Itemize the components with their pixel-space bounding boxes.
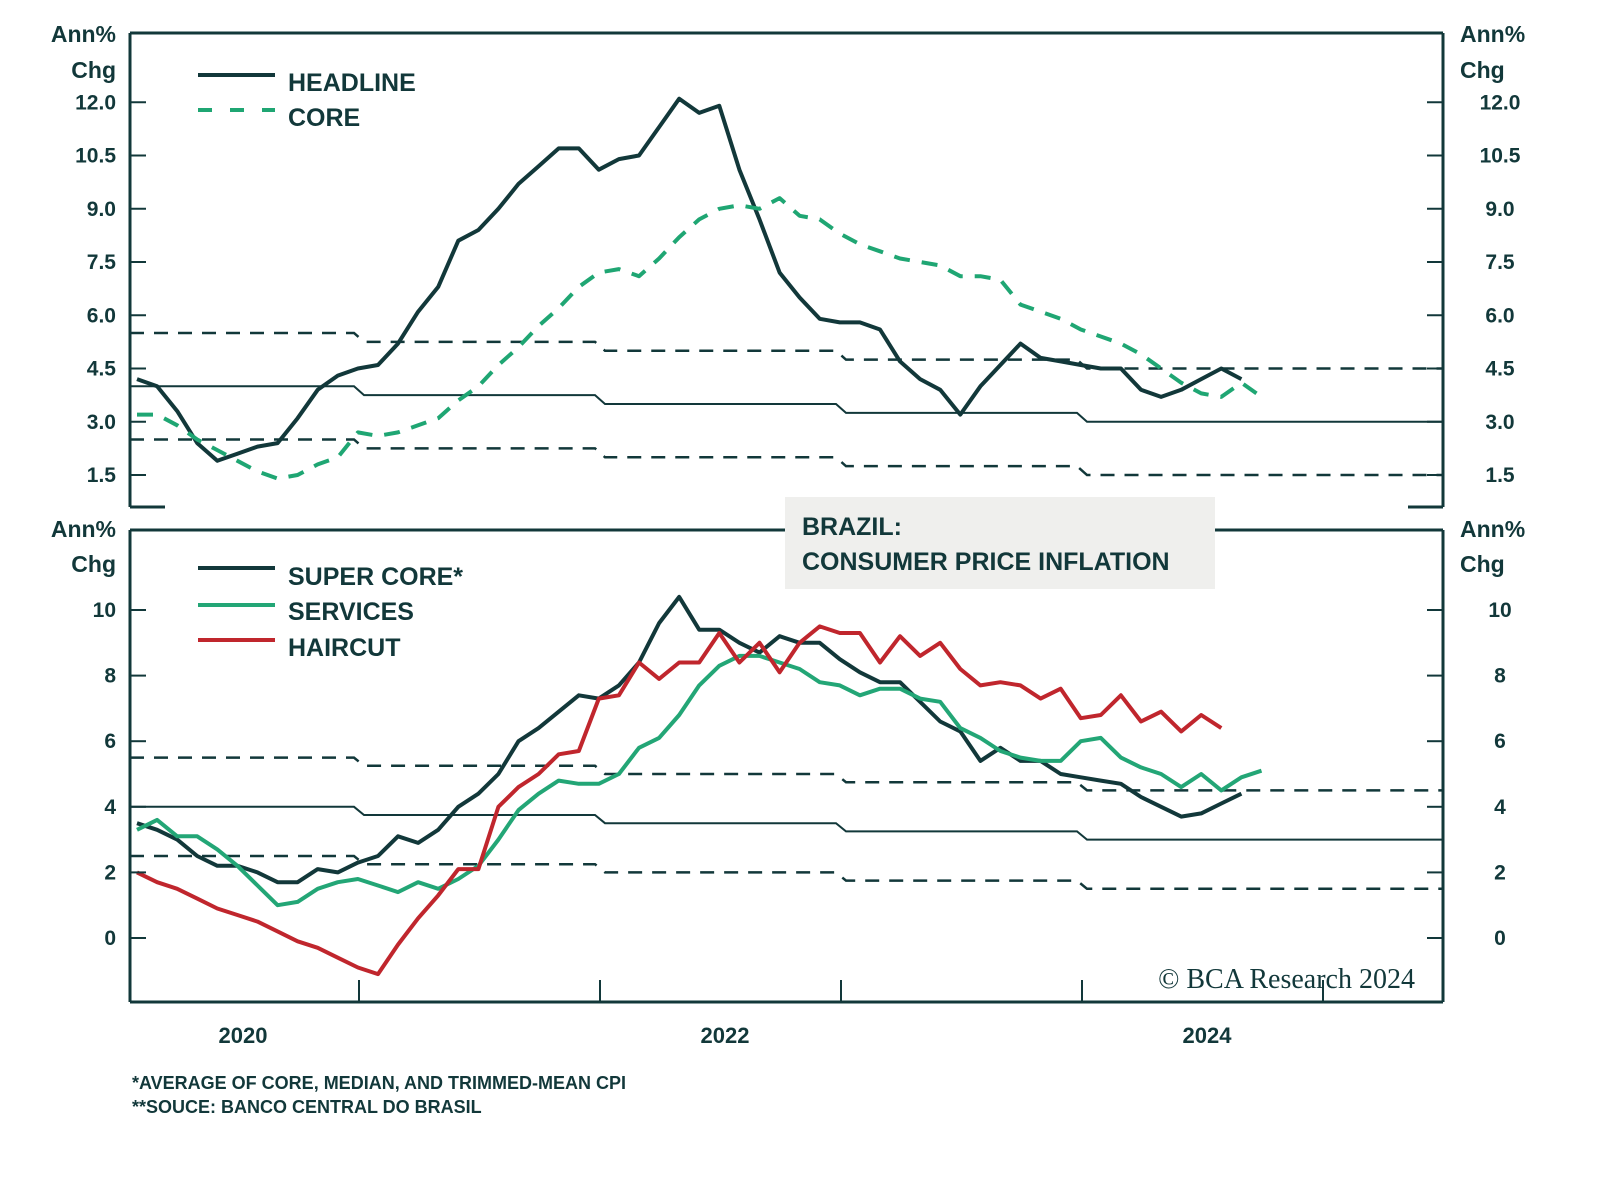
x-label-2020: 2020: [219, 1023, 268, 1048]
top-right-tick-label: 6.0: [1485, 304, 1514, 327]
top-left-unit-line1: Ann%: [51, 21, 116, 47]
series-core-line: [137, 196, 1263, 481]
top-left-tick-label: 9.0: [87, 198, 116, 221]
axis-ticks: 12.0 12.0 10.5 10.5 9.0 9.0 7.5 7.5 6.0 6.0 4.5 4.5…: [75, 91, 1521, 1002]
bottom-panel-frame: [128, 528, 1445, 1004]
top-right-tick-label: 9.0: [1485, 198, 1514, 221]
chart-title-line1: BRAZIL:: [802, 513, 902, 541]
legend-supercore-label: SUPER CORE*: [288, 563, 463, 591]
x-label-2024: 2024: [1183, 1023, 1233, 1048]
bottom-right-tick-label: 6: [1494, 730, 1506, 753]
top-band-target: [130, 385, 1443, 423]
bottom-right-tick-label: 8: [1494, 665, 1506, 688]
bottom-right-tick-label: 0: [1494, 927, 1506, 950]
top-right-tick-label: 12.0: [1480, 91, 1521, 114]
legend-headline-label: HEADLINE: [288, 69, 416, 97]
bottom-right-tick-label: 2: [1494, 861, 1506, 884]
top-panel-frame: [128, 31, 1445, 509]
bottom-band-lower: [130, 854, 1443, 891]
bottom-left-tick-label: 10: [93, 599, 116, 622]
bottom-right-tick-label: 4: [1494, 796, 1506, 819]
bottom-left-unit-line1: Ann%: [51, 516, 116, 542]
top-left-tick-label: 4.5: [87, 358, 117, 381]
bottom-band-upper: [130, 756, 1443, 792]
bottom-band-target: [130, 805, 1443, 841]
top-right-tick-label: 7.5: [1485, 251, 1515, 274]
legend-haircut-label: HAIRCUT: [288, 634, 401, 662]
bottom-right-unit-line1: Ann%: [1460, 516, 1525, 542]
chart-title: BRAZIL: CONSUMER PRICE INFLATION: [802, 510, 1170, 580]
top-band-upper: [130, 331, 1443, 370]
bottom-right-tick-label: 10: [1488, 599, 1511, 622]
bottom-left-tick-label: 8: [104, 665, 116, 688]
copyright-label: © BCA Research 2024: [1158, 964, 1415, 995]
bottom-left-tick-label: 4: [104, 796, 116, 819]
legend-core-label: CORE: [288, 104, 360, 132]
series-headline-line: [136, 96, 1243, 463]
series-services-line: [136, 653, 1263, 908]
top-left-unit-line2: Chg: [71, 57, 116, 83]
series-lines: [136, 96, 1263, 977]
series-haircut-line: [136, 624, 1223, 977]
top-right-tick-label: 1.5: [1485, 464, 1515, 487]
top-right-tick-label: 10.5: [1480, 145, 1521, 168]
top-right-tick-label: 4.5: [1485, 358, 1515, 381]
legend-services-label: SERVICES: [288, 598, 414, 626]
bottom-left-tick-label: 0: [104, 927, 116, 950]
top-left-tick-label: 3.0: [87, 411, 116, 434]
bottom-left-unit-line2: Chg: [71, 551, 116, 577]
bottom-right-unit-line2: Chg: [1460, 551, 1505, 577]
footnote-1: *AVERAGE OF CORE, MEDIAN, AND TRIMMED-ME…: [132, 1073, 626, 1093]
series-super-core-line: [136, 594, 1243, 885]
top-left-tick-label: 7.5: [87, 251, 117, 274]
x-label-2022: 2022: [701, 1023, 750, 1048]
top-right-unit-line1: Ann%: [1460, 21, 1525, 47]
top-left-tick-label: 10.5: [75, 145, 116, 168]
footnote-2: **SOUCE: BANCO CENTRAL DO BRASIL: [132, 1097, 482, 1117]
top-left-tick-label: 6.0: [87, 304, 116, 327]
top-right-tick-label: 3.0: [1485, 411, 1514, 434]
bottom-left-tick-label: 2: [104, 861, 116, 884]
top-left-tick-label: 12.0: [75, 91, 116, 114]
top-band-lower: [130, 438, 1443, 477]
bottom-left-tick-label: 6: [104, 730, 116, 753]
top-right-unit-line2: Chg: [1460, 57, 1505, 83]
chart-title-line2: CONSUMER PRICE INFLATION: [802, 548, 1170, 576]
chart-title-box: [785, 497, 1215, 589]
top-left-tick-label: 1.5: [87, 464, 117, 487]
